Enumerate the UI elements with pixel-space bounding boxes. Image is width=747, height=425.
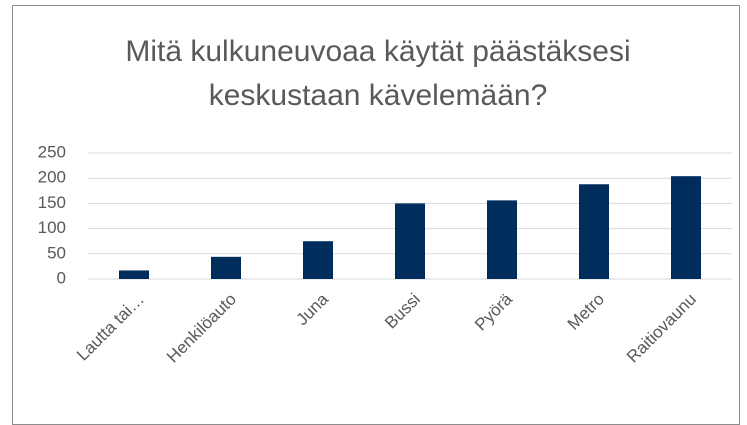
- page: {"chart_data": {"type": "bar", "title": …: [12, 5, 740, 425]
- bar: [395, 203, 425, 279]
- y-tick-label: 0: [57, 268, 66, 287]
- y-tick-label: 200: [38, 168, 66, 187]
- x-tick-label: Bussi: [381, 290, 424, 333]
- x-tick-label: Pyörä: [471, 289, 516, 334]
- bar: [303, 241, 333, 279]
- bar: [671, 176, 701, 279]
- y-tick-label: 50: [47, 243, 66, 262]
- x-tick-label: Raitiovaunu: [623, 290, 700, 367]
- bar: [487, 200, 517, 279]
- y-tick-label: 250: [38, 142, 66, 161]
- x-tick-label: Henkilöauto: [163, 290, 240, 367]
- bar: [579, 184, 609, 279]
- bar: [211, 256, 241, 279]
- x-tick-label: Metro: [564, 290, 608, 334]
- y-tick-label: 100: [38, 218, 66, 237]
- chart-title: Mitä kulkuneuvoaa käytät päästäksesi kes…: [125, 35, 631, 112]
- x-tick-label: Lautta tai…: [73, 290, 148, 365]
- chart: 0 50 100 150 200 250 Lautta tai… Henkilöauto Jun…: [38, 142, 732, 367]
- y-tick-label: 150: [38, 193, 66, 212]
- x-tick-label: Juna: [292, 289, 332, 329]
- bar: [119, 270, 149, 279]
